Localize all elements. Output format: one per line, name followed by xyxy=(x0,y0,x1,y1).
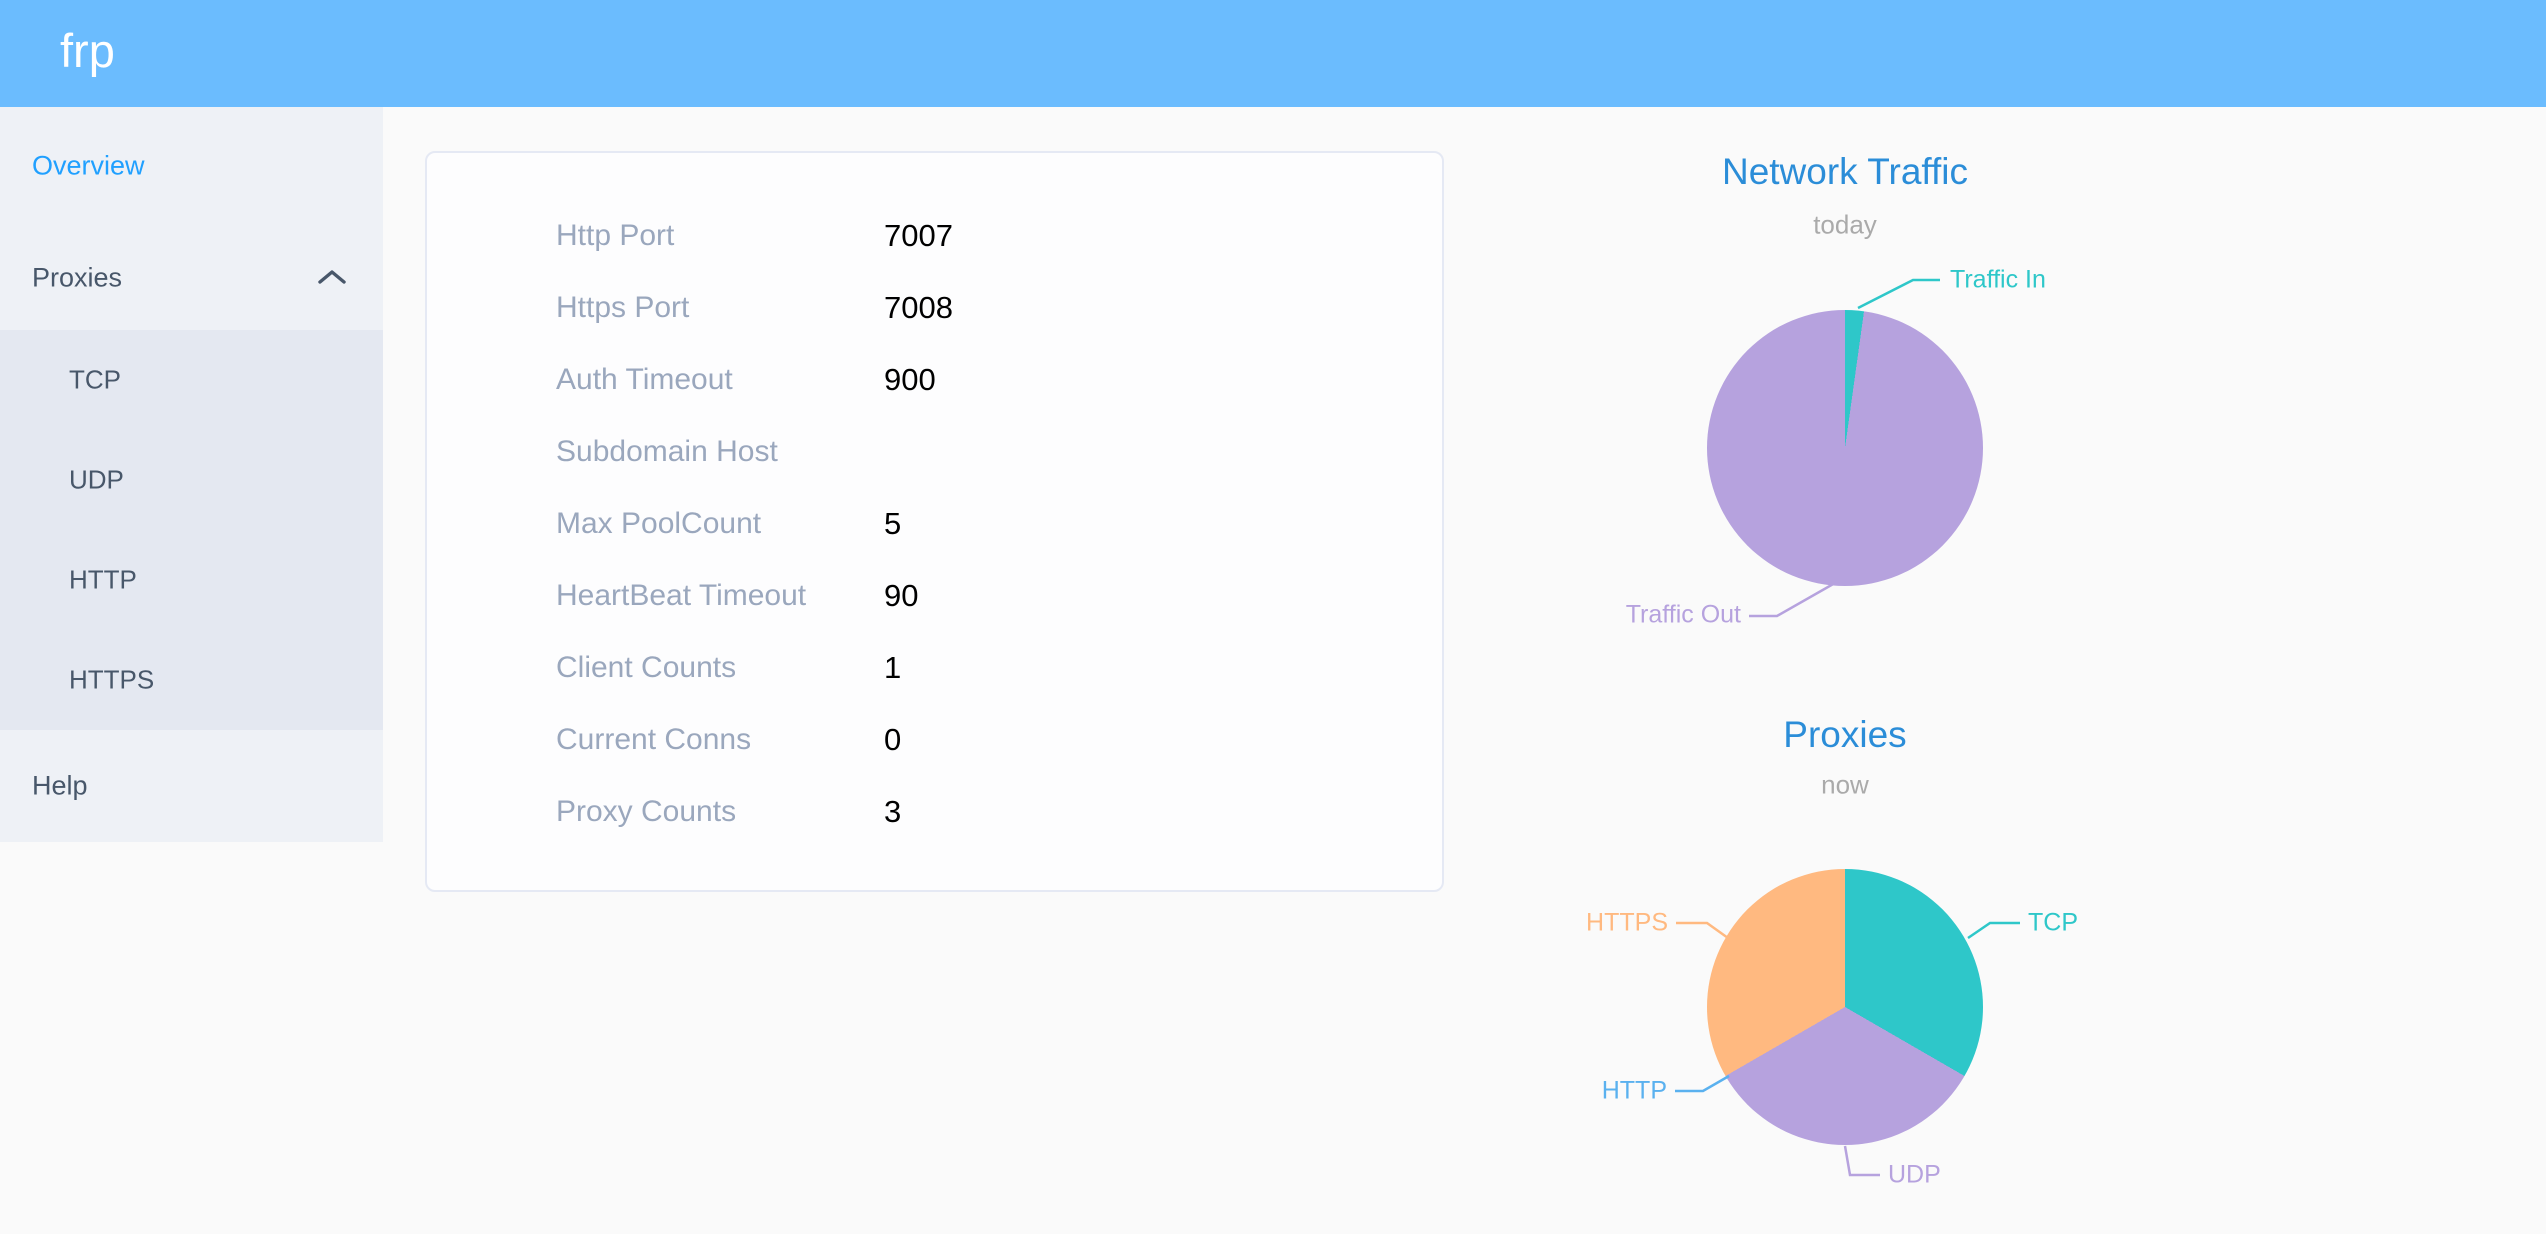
tcp-label: TCP xyxy=(2028,908,2078,937)
sidebar-item-https[interactable]: HTTPS xyxy=(69,664,155,695)
chart-title: Proxies xyxy=(1783,714,1907,755)
row-value: 0 xyxy=(884,722,902,757)
sidebar-item-tcp[interactable]: TCP xyxy=(69,364,121,395)
row-label: Client Counts xyxy=(556,651,737,684)
row-label: Subdomain Host xyxy=(556,435,778,468)
row-value: 3 xyxy=(884,794,902,829)
app-logo: frp xyxy=(60,24,115,77)
chart-subtitle: now xyxy=(1821,769,1869,800)
table-row: Client Counts 1 xyxy=(427,632,1442,704)
table-row: Current Conns 0 xyxy=(427,704,1442,776)
tcp-leader xyxy=(1967,921,2020,940)
row-label: Current Conns xyxy=(556,723,752,756)
row-label: Http Port xyxy=(556,219,675,252)
app-header: frp xyxy=(0,0,2546,107)
table-row: Max PoolCount 5 xyxy=(427,488,1442,560)
sidebar-item-udp[interactable]: UDP xyxy=(69,464,124,495)
chart-subtitle: today xyxy=(1813,209,1877,240)
https-label: HTTPS xyxy=(1586,908,1668,937)
table-row: HeartBeat Timeout 90 xyxy=(427,560,1442,632)
row-value: 7008 xyxy=(884,290,953,325)
table-row: Proxy Counts 3 xyxy=(427,776,1442,848)
row-label: Max PoolCount xyxy=(556,507,762,540)
server-config-card: Http Port 7007 Https Port 7008 Auth Time… xyxy=(425,151,1444,892)
sidebar-item-help[interactable]: Help xyxy=(32,770,88,801)
traffic-out-leader xyxy=(1749,581,1836,618)
row-value: 7007 xyxy=(884,218,953,253)
traffic-in-leader xyxy=(1857,278,1940,310)
table-row: Https Port 7008 xyxy=(427,272,1442,344)
chart-title: Network Traffic xyxy=(1721,151,1969,192)
table-row: Subdomain Host xyxy=(427,416,1442,488)
traffic-out-label: Traffic Out xyxy=(1625,600,1741,629)
sidebar-item-proxies[interactable]: Proxies xyxy=(32,262,123,293)
server-config-table: Http Port 7007 Https Port 7008 Auth Time… xyxy=(427,200,1442,848)
row-value: 90 xyxy=(884,578,919,613)
proxies-chart: Proxies now TCP HTTPS HTTP UDP xyxy=(1495,700,2195,1234)
sidebar: Overview Proxies TCP UDP HTTP HTTPS Help xyxy=(0,107,383,842)
sidebar-item-http[interactable]: HTTP xyxy=(69,564,137,595)
table-row: Http Port 7007 xyxy=(427,200,1442,272)
network-traffic-pie[interactable] xyxy=(1707,310,1983,586)
network-traffic-chart: Network Traffic today Traffic In Traffic… xyxy=(1495,140,2195,660)
https-leader xyxy=(1676,921,1729,940)
row-value: 900 xyxy=(884,362,936,397)
sidebar-submenu-proxies: TCP UDP HTTP HTTPS xyxy=(0,330,383,730)
row-label: Proxy Counts xyxy=(556,795,737,828)
udp-leader xyxy=(1843,1145,1880,1177)
chevron-up-icon xyxy=(318,270,346,284)
http-leader xyxy=(1675,1074,1730,1093)
udp-label: UDP xyxy=(1888,1160,1941,1189)
proxies-pie[interactable] xyxy=(1707,869,1983,1145)
row-label: HeartBeat Timeout xyxy=(556,579,807,612)
row-value: 5 xyxy=(884,506,902,541)
row-value: 1 xyxy=(884,650,902,685)
http-label: HTTP xyxy=(1601,1076,1667,1105)
row-label: Auth Timeout xyxy=(556,363,733,396)
table-row: Auth Timeout 900 xyxy=(427,344,1442,416)
sidebar-item-overview[interactable]: Overview xyxy=(32,150,145,181)
traffic-in-label: Traffic In xyxy=(1950,265,2046,294)
row-label: Https Port xyxy=(556,291,690,324)
